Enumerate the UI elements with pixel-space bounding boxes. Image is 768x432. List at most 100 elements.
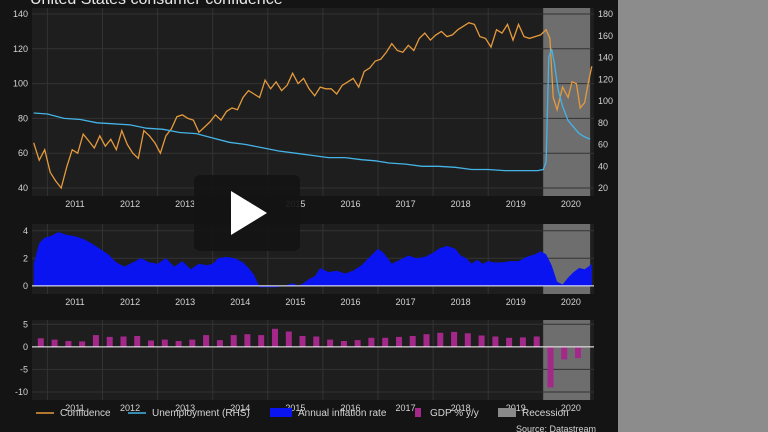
gdp-bar [423,334,430,347]
y-left-tick-label: 120 [13,44,28,54]
gdp-bar [148,340,154,347]
x-tick-label: 2018 [451,199,471,209]
gdp-bar [230,335,237,347]
inflation-area [33,232,592,288]
gdp-bar [258,335,265,347]
y-left-tick-label: 80 [18,113,28,123]
y-tick-label: 4 [23,226,28,236]
gdp-bar [575,346,581,359]
video-frame: 2011201220132014201520162017201820192020… [0,0,618,432]
legend-item-inflation-swatch [270,408,292,417]
gdp-bar [464,333,471,347]
x-tick-label: 2011 [65,297,84,307]
legend-item-recession-label: Recession [522,408,569,419]
x-tick-label: 2018 [451,297,471,307]
gdp-panel: 2011201220132014201520162017201820192020… [15,319,594,413]
gdp-bar [327,339,334,347]
y-right-tick-label: 40 [598,161,608,171]
gdp-bar [189,339,196,347]
legend-item-gdp-label: GDP % y/y [430,408,479,419]
gdp-bar [340,341,347,347]
legend-item-confidence-label: Confidence [60,408,111,419]
y-tick-label: 0 [23,281,28,291]
x-tick-label: 2016 [340,297,360,307]
gdp-bar [547,346,554,388]
gdp-bar [519,337,526,347]
gdp-bar [244,334,251,347]
x-tick-label: 2011 [65,199,84,209]
gdp-bar [437,332,444,347]
x-tick-label: 2015 [285,297,305,307]
legend: Confidence Unemployment (RHS) Annual infla… [36,408,596,432]
y-right-tick-label: 180 [598,9,613,19]
y-right-tick-label: 120 [598,74,613,84]
y-left-tick-label: 40 [18,183,28,193]
y-right-tick-label: 60 [598,140,608,150]
x-tick-label: 2020 [561,199,581,209]
legend-item-recession-swatch [498,408,516,417]
gdp-bar [272,328,278,347]
x-tick-label: 2012 [120,199,140,209]
source-label: Source: Datastream [516,424,596,432]
gdp-bar [299,336,306,347]
x-tick-label: 2018 [451,403,471,413]
x-tick-label: 2017 [396,199,416,209]
gdp-bar [492,336,499,347]
gdp-bar [285,331,292,347]
x-tick-label: 2014 [230,403,250,413]
y-tick-label: -10 [15,387,28,397]
y-right-tick-label: 80 [598,118,608,128]
x-tick-label: 2016 [340,199,360,209]
gdp-bar [106,336,113,347]
y-right-tick-label: 20 [598,183,608,193]
gdp-bar [65,341,72,347]
gdp-bar [478,335,485,347]
y-right-tick-label: 140 [598,53,613,63]
gdp-bar [533,336,540,347]
gdp-bar [175,341,182,347]
gdp-bar [120,336,127,347]
gdp-bar [561,346,568,360]
unemployment-line [33,48,591,172]
play-icon [231,191,267,235]
legend-item-gdp-swatch [415,408,421,417]
gdp-bar [382,337,389,347]
y-left-tick-label: 60 [18,148,28,158]
gdp-bar [203,335,210,347]
gdp-bar [161,339,168,347]
gdp-bar [451,331,458,347]
x-tick-label: 2015 [285,403,305,413]
x-tick-label: 2011 [65,403,84,413]
gdp-bar [37,338,44,347]
x-tick-label: 2020 [561,297,581,307]
plot-area [32,8,594,196]
x-tick-label: 2019 [506,199,526,209]
play-button[interactable] [194,175,300,251]
x-tick-label: 2016 [340,403,360,413]
gdp-bar [409,336,416,347]
x-tick-label: 2013 [175,199,195,209]
x-tick-label: 2020 [561,403,581,413]
gdp-bar [92,335,99,347]
x-tick-label: 2019 [506,297,526,307]
x-tick-label: 2014 [230,297,250,307]
plot-area [32,320,594,400]
gdp-bar [396,336,402,347]
confidence-line [33,21,593,190]
y-tick-label: 2 [23,253,28,263]
x-tick-label: 2013 [175,297,195,307]
gdp-bar [79,341,86,347]
y-tick-label: 0 [23,342,28,352]
gdp-bar [51,339,58,347]
x-tick-label: 2012 [120,297,140,307]
chart-title: United States consumer confidence [30,0,283,9]
x-tick-label: 2017 [396,297,416,307]
gdp-bar [354,340,361,347]
confidence-panel: 2011201220132014201520162017201820192020… [13,8,613,209]
gdp-bar [368,337,375,347]
y-tick-label: 5 [23,319,28,329]
x-tick-label: 2017 [396,403,416,413]
gdp-bar [506,337,513,347]
gdp-bar [216,340,223,347]
chart-figure: 2011201220132014201520162017201820192020… [13,8,613,432]
